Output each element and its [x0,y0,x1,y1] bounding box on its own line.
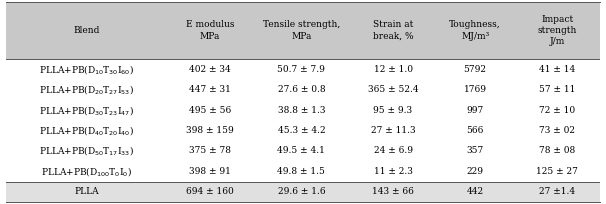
Text: 143 ± 66: 143 ± 66 [372,187,414,196]
Bar [6,182,600,202]
Text: PLLA+PB(D$_{30}$T$_{23}$I$_{47}$): PLLA+PB(D$_{30}$T$_{23}$I$_{47}$) [39,104,134,116]
Text: PLLA+PB(D$_{40}$T$_{20}$I$_{40}$): PLLA+PB(D$_{40}$T$_{20}$I$_{40}$) [39,124,134,137]
Text: 29.6 ± 1.6: 29.6 ± 1.6 [278,187,325,196]
Text: 125 ± 27: 125 ± 27 [536,167,578,176]
Text: Strain at
break, %: Strain at break, % [373,20,413,41]
Text: 495 ± 56: 495 ± 56 [188,105,231,115]
Text: 49.5 ± 4.1: 49.5 ± 4.1 [278,146,325,155]
Text: 41 ± 14: 41 ± 14 [539,65,576,74]
Text: 73 ± 02: 73 ± 02 [539,126,575,135]
Text: 57 ± 11: 57 ± 11 [539,85,576,94]
Bar [6,2,600,59]
Text: 45.3 ± 4.2: 45.3 ± 4.2 [278,126,325,135]
Text: 27 ±1.4: 27 ±1.4 [539,187,575,196]
Text: Blend: Blend [73,26,100,35]
Text: 447 ± 31: 447 ± 31 [189,85,231,94]
Text: 11 ± 2.3: 11 ± 2.3 [373,167,413,176]
Text: 357: 357 [467,146,484,155]
Text: 27.6 ± 0.8: 27.6 ± 0.8 [278,85,325,94]
Text: PLLA+PB(D$_{10}$T$_{30}$I$_{60}$): PLLA+PB(D$_{10}$T$_{30}$I$_{60}$) [39,63,134,76]
Text: Impact
strength
J/m: Impact strength J/m [538,15,577,46]
Text: Toughness,
MJ/m³: Toughness, MJ/m³ [450,20,501,41]
Text: PLLA+PB(D$_{50}$T$_{17}$I$_{33}$): PLLA+PB(D$_{50}$T$_{17}$I$_{33}$) [39,144,134,157]
Text: 12 ± 1.0: 12 ± 1.0 [373,65,413,74]
Text: 50.7 ± 7.9: 50.7 ± 7.9 [278,65,325,74]
Text: 38.8 ± 1.3: 38.8 ± 1.3 [278,105,325,115]
Text: E modulus
MPa: E modulus MPa [185,20,234,41]
Text: 694 ± 160: 694 ± 160 [186,187,234,196]
Text: 49.8 ± 1.5: 49.8 ± 1.5 [278,167,325,176]
Text: PLLA+PB(D$_{20}$T$_{27}$I$_{53}$): PLLA+PB(D$_{20}$T$_{27}$I$_{53}$) [39,83,134,96]
Text: 402 ± 34: 402 ± 34 [189,65,231,74]
Text: 375 ± 78: 375 ± 78 [189,146,231,155]
Text: 5792: 5792 [464,65,487,74]
Text: 229: 229 [467,167,484,176]
Text: 997: 997 [467,105,484,115]
Text: 398 ± 159: 398 ± 159 [186,126,234,135]
Text: 365 ± 52.4: 365 ± 52.4 [368,85,418,94]
Text: PLLA+PB(D$_{100}$T$_0$I$_0$): PLLA+PB(D$_{100}$T$_0$I$_0$) [41,165,132,178]
Text: Tensile strength,
MPa: Tensile strength, MPa [263,20,340,41]
Text: 27 ± 11.3: 27 ± 11.3 [371,126,415,135]
Text: 95 ± 9.3: 95 ± 9.3 [373,105,413,115]
Text: PLLA: PLLA [75,187,99,196]
Text: 442: 442 [467,187,484,196]
Text: 24 ± 6.9: 24 ± 6.9 [373,146,413,155]
Text: 78 ± 08: 78 ± 08 [539,146,576,155]
Text: 566: 566 [467,126,484,135]
Text: 72 ± 10: 72 ± 10 [539,105,575,115]
Text: 398 ± 91: 398 ± 91 [189,167,231,176]
Text: 1769: 1769 [464,85,487,94]
